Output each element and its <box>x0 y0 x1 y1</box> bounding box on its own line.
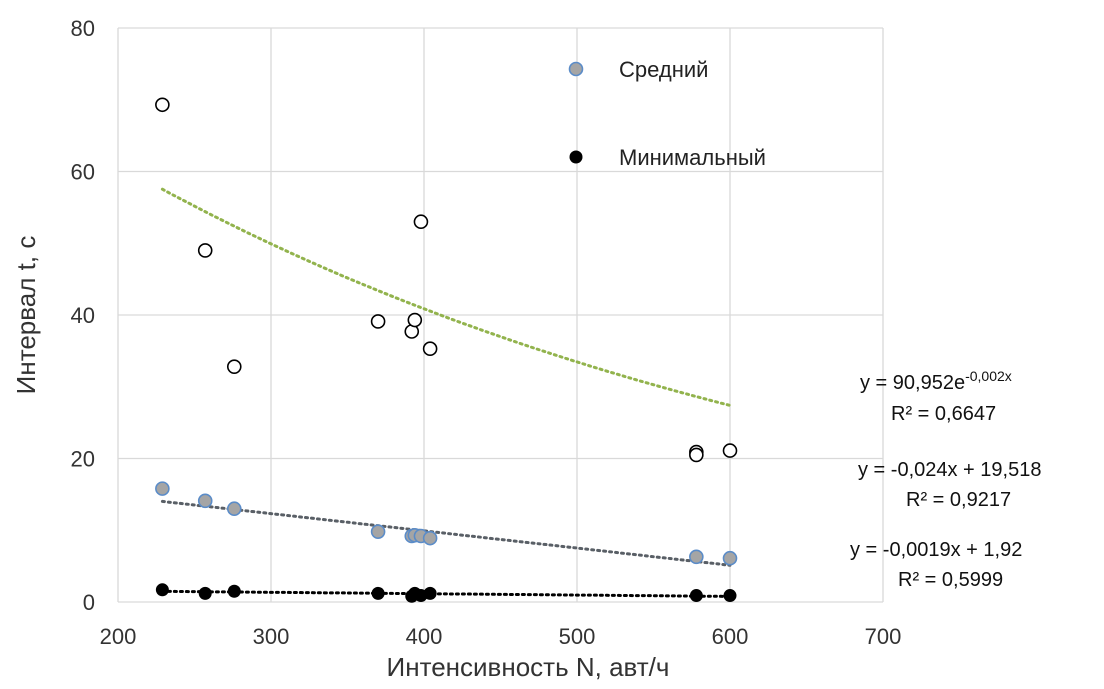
series-1-point-0 <box>155 481 170 496</box>
legend-marker-minimalny <box>569 150 583 164</box>
y-tick-label-2: 40 <box>71 303 95 328</box>
data-points <box>155 97 738 603</box>
series-2-point-9 <box>723 589 737 603</box>
series-0-point-10 <box>722 443 738 458</box>
series-0-point-6 <box>413 214 429 230</box>
series-2-point-2 <box>227 584 241 598</box>
series-0-point-3 <box>370 314 386 329</box>
trend-min-r2: R² = 0,5999 <box>898 569 1003 591</box>
tick-labels: 200 300 400 500 600 700 0 20 40 60 80 <box>71 16 902 649</box>
y-tick-label-3: 60 <box>71 160 95 185</box>
series-0-point-0 <box>155 97 170 113</box>
trendline-1 <box>160 499 732 567</box>
series-2-point-0 <box>155 583 169 597</box>
series-2-point-1 <box>198 586 212 600</box>
series-2-point-3 <box>371 586 385 600</box>
x-tick-label-2: 400 <box>406 624 443 649</box>
trend-exp-r2: R² = 0,6647 <box>891 403 996 425</box>
y-axis-title: Интервал t, с <box>11 236 41 395</box>
trend-exp-equation: y = 90,952e-0,002x <box>860 368 1012 394</box>
series-0-point-2 <box>226 359 242 374</box>
series-1-point-9 <box>722 550 738 566</box>
trend-exp-equation-exponent: -0,002x <box>965 368 1012 384</box>
x-tick-label-4: 600 <box>712 624 749 649</box>
x-tick-label-1: 300 <box>253 624 290 649</box>
series-1-point-2 <box>226 501 242 517</box>
series-2-point-7 <box>423 586 437 600</box>
trendline-equations: y = 90,952e-0,002x R² = 0,6647 y = -0,02… <box>850 368 1041 591</box>
series-1-point-8 <box>689 549 704 565</box>
legend: Средний Минимальный <box>568 57 766 170</box>
legend-label-sredniy: Средний <box>619 57 708 82</box>
trendlines <box>160 187 732 598</box>
legend-label-minimalny: Минимальный <box>619 145 766 170</box>
series-0-point-9 <box>689 447 704 463</box>
y-tick-label-1: 20 <box>71 447 95 472</box>
grid <box>117 27 884 603</box>
y-tick-label-4: 80 <box>71 16 95 41</box>
y-tick-label-0: 0 <box>83 590 95 615</box>
trend-avg-r2: R² = 0,9217 <box>906 489 1011 511</box>
series-0-point-1 <box>197 243 213 258</box>
trend-avg-equation: y = -0,024x + 19,518 <box>858 459 1041 481</box>
trend-exp-equation-base: y = 90,952e <box>860 372 965 394</box>
series-1-point-1 <box>197 493 213 509</box>
x-tick-label-5: 700 <box>865 624 902 649</box>
trendline-2 <box>160 589 732 598</box>
x-tick-label-0: 200 <box>100 624 137 649</box>
legend-marker-sredniy <box>568 61 584 77</box>
series-0-point-5 <box>407 312 423 328</box>
trend-min-equation: y = -0,0019x + 1,92 <box>850 539 1022 561</box>
series-1-point-3 <box>370 524 386 539</box>
x-tick-label-3: 500 <box>559 624 596 649</box>
trendline-0 <box>160 187 732 407</box>
series-0-point-7 <box>422 341 438 357</box>
series-2-point-8 <box>689 589 703 603</box>
x-axis-title: Интенсивность N, авт/ч <box>387 652 670 682</box>
series-1-point-7 <box>422 530 438 546</box>
